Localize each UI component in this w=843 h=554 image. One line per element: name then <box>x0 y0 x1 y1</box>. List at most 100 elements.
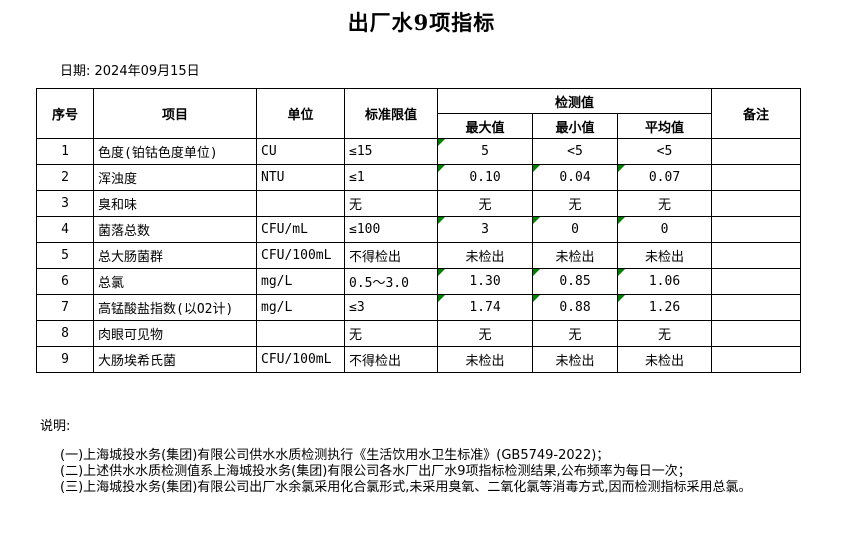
cell-min: 未检出 <box>532 346 618 373</box>
cell-corner-marker-icon <box>533 165 540 172</box>
cell-corner-marker-icon <box>438 269 445 276</box>
cell-min: <5 <box>532 138 618 165</box>
cell-limit: ≤3 <box>344 294 438 321</box>
cell-min: 未检出 <box>532 242 618 269</box>
report-date: 日期: 2024年09月15日 <box>60 64 200 79</box>
cell-item: 肉眼可见物 <box>93 320 257 347</box>
header-row-top: 序号 项目 单位 标准限值 检测值 备注 <box>36 88 801 139</box>
cell-min: 无 <box>532 320 618 347</box>
cell-avg: <5 <box>617 138 712 165</box>
cell-corner-marker-icon <box>438 217 445 224</box>
page-title: 出厂水9项指标 <box>347 10 496 35</box>
cell-avg: 0 <box>617 216 712 243</box>
cell-limit: 0.5～3.0 <box>344 268 438 295</box>
cell-item: 高锰酸盐指数(以O2计) <box>93 294 257 321</box>
cell-corner-marker-icon <box>533 217 540 224</box>
cell-unit <box>256 320 345 347</box>
notes-section: 说明: (一)上海城投水务(集团)有限公司供水水质检测执行《生活饮用水卫生标准》… <box>40 419 843 496</box>
cell-avg: 0.07 <box>617 164 712 191</box>
col-header-no: 序号 <box>36 88 94 139</box>
cell-corner-marker-icon <box>618 269 625 276</box>
table-row: 1 色度(铂钴色度单位) CU ≤15 5 <5 <5 <box>36 138 801 165</box>
cell-remark <box>711 320 801 347</box>
col-header-max: 最大值 <box>437 113 533 139</box>
cell-max: 未检出 <box>437 242 533 269</box>
cell-corner-marker-icon <box>438 295 445 302</box>
cell-no: 7 <box>36 294 94 321</box>
col-header-avg: 平均值 <box>617 113 712 139</box>
cell-remark <box>711 268 801 295</box>
cell-min: 无 <box>532 190 618 217</box>
cell-avg: 1.26 <box>617 294 712 321</box>
col-header-item: 项目 <box>93 88 257 139</box>
cell-unit: NTU <box>256 164 345 191</box>
cell-item: 大肠埃希氏菌 <box>93 346 257 373</box>
note-line-3: (三)上海城投水务(集团)有限公司出厂水余氯采用化合氯形式,未采用臭氧、二氧化氯… <box>60 480 752 495</box>
cell-corner-marker-icon <box>618 217 625 224</box>
cell-avg: 1.06 <box>617 268 712 295</box>
cell-unit: CFU/100mL <box>256 242 345 269</box>
cell-avg: 无 <box>617 320 712 347</box>
cell-no: 4 <box>36 216 94 243</box>
cell-limit: 无 <box>344 190 438 217</box>
cell-avg: 未检出 <box>617 242 712 269</box>
col-header-unit: 单位 <box>256 88 345 139</box>
cell-limit: ≤15 <box>344 138 438 165</box>
cell-no: 8 <box>36 320 94 347</box>
table-row: 3 臭和味 无 无 无 无 <box>36 190 801 217</box>
cell-item: 浑浊度 <box>93 164 257 191</box>
cell-item: 总氯 <box>93 268 257 295</box>
cell-min: 0.88 <box>532 294 618 321</box>
cell-corner-marker-icon <box>438 165 445 172</box>
cell-corner-marker-icon <box>533 295 540 302</box>
table-row: 4 菌落总数 CFU/mL ≤100 3 0 0 <box>36 216 801 243</box>
table-row: 5 总大肠菌群 CFU/100mL 不得检出 未检出 未检出 未检出 <box>36 242 801 269</box>
table-row: 6 总氯 mg/L 0.5～3.0 1.30 0.85 1.06 <box>36 268 801 295</box>
col-header-limit: 标准限值 <box>344 88 438 139</box>
table-row: 8 肉眼可见物 无 无 无 无 <box>36 320 801 347</box>
cell-limit: ≤1 <box>344 164 438 191</box>
cell-remark <box>711 164 801 191</box>
cell-limit: 不得检出 <box>344 242 438 269</box>
cell-remark <box>711 216 801 243</box>
table-row: 7 高锰酸盐指数(以O2计) mg/L ≤3 1.74 0.88 1.26 <box>36 294 801 321</box>
col-header-remark: 备注 <box>711 88 801 139</box>
cell-remark <box>711 294 801 321</box>
cell-avg: 无 <box>617 190 712 217</box>
table-row: 2 浑浊度 NTU ≤1 0.10 0.04 0.07 <box>36 164 801 191</box>
cell-max: 无 <box>437 190 533 217</box>
cell-unit: mg/L <box>256 294 345 321</box>
cell-max: 3 <box>437 216 533 243</box>
cell-corner-marker-icon <box>533 269 540 276</box>
cell-no: 5 <box>36 242 94 269</box>
report-page: 出厂水9项指标 日期: 2024年09月15日 序号 项目 单位 标准限值 检测… <box>0 7 843 496</box>
cell-max: 1.30 <box>437 268 533 295</box>
cell-no: 2 <box>36 164 94 191</box>
cell-unit: CFU/100mL <box>256 346 345 373</box>
header-row-sub: 最大值 最小值 平均值 <box>37 113 801 139</box>
cell-unit: CU <box>256 138 345 165</box>
cell-remark <box>711 138 801 165</box>
cell-no: 9 <box>36 346 94 373</box>
cell-avg: 未检出 <box>617 346 712 373</box>
cell-item: 臭和味 <box>93 190 257 217</box>
table-row: 9 大肠埃希氏菌 CFU/100mL 不得检出 未检出 未检出 未检出 <box>36 346 801 373</box>
note-line-2: (二)上述供水水质检测值系上海城投水务(集团)有限公司各水厂出厂水9项指标检测结… <box>60 464 691 479</box>
cell-min: 0 <box>532 216 618 243</box>
cell-remark <box>711 190 801 217</box>
cell-limit: 不得检出 <box>344 346 438 373</box>
col-header-detection: 检测值 <box>437 88 712 114</box>
notes-label: 说明: <box>40 419 71 434</box>
cell-no: 6 <box>36 268 94 295</box>
cell-min: 0.85 <box>532 268 618 295</box>
cell-item: 总大肠菌群 <box>93 242 257 269</box>
cell-no: 1 <box>36 138 94 165</box>
cell-max: 1.74 <box>437 294 533 321</box>
cell-no: 3 <box>36 190 94 217</box>
cell-item: 菌落总数 <box>93 216 257 243</box>
cell-limit: ≤100 <box>344 216 438 243</box>
cell-remark <box>711 242 801 269</box>
cell-max: 0.10 <box>437 164 533 191</box>
cell-corner-marker-icon <box>438 139 445 146</box>
cell-unit: CFU/mL <box>256 216 345 243</box>
